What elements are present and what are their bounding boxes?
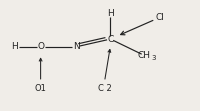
Text: O1: O1 — [35, 84, 46, 93]
Text: 3: 3 — [150, 55, 155, 61]
Text: H: H — [107, 9, 113, 18]
Text: N: N — [73, 42, 80, 51]
Text: C: C — [107, 35, 113, 44]
Text: O: O — [37, 42, 44, 51]
Text: Cl: Cl — [155, 13, 164, 22]
Text: CH: CH — [137, 51, 150, 60]
Text: H: H — [11, 42, 18, 51]
Text: C 2: C 2 — [97, 84, 111, 93]
